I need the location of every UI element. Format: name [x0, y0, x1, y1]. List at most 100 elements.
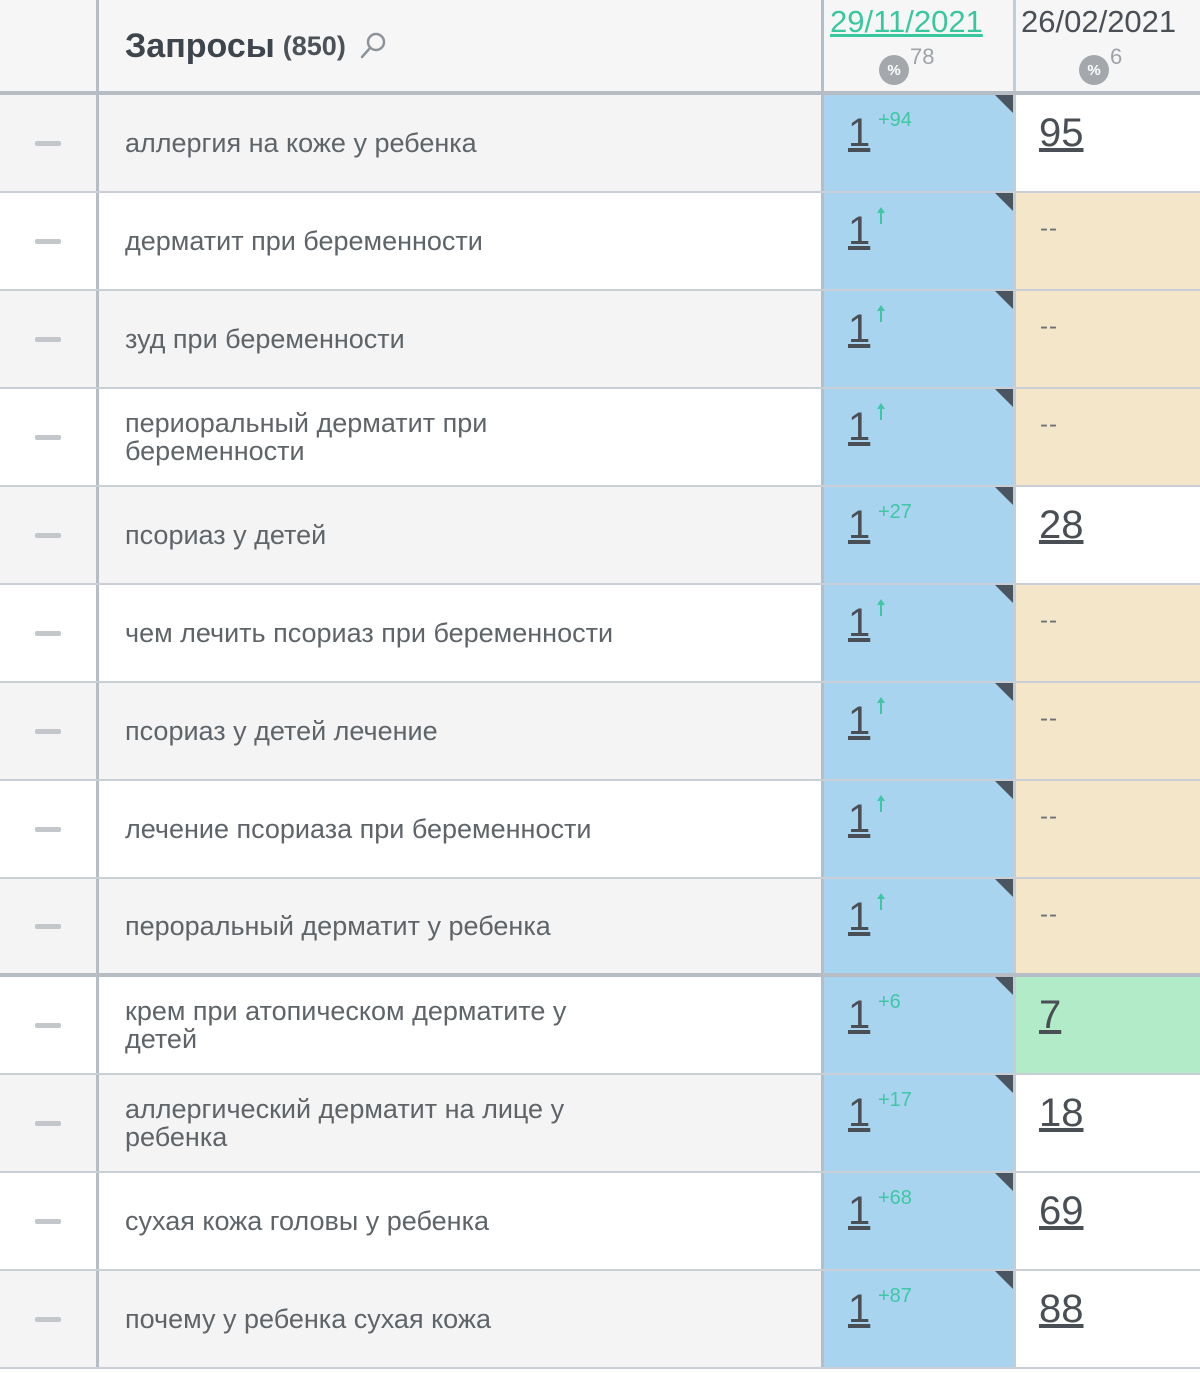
minus-icon[interactable] — [35, 826, 61, 832]
previous-position-cell: 18 — [1016, 1075, 1200, 1171]
row-toggle-cell — [0, 683, 99, 779]
query-cell: аллергия на коже у ребенка — [99, 95, 824, 191]
previous-position-cell: 95 — [1016, 95, 1200, 191]
minus-icon[interactable] — [35, 728, 61, 734]
current-position[interactable]: 1 — [848, 1091, 871, 1135]
minus-icon[interactable] — [35, 1120, 61, 1126]
corner-marker-icon[interactable] — [995, 487, 1013, 505]
header-date-previous: 26/02/2021 % 6 — [1016, 0, 1200, 91]
table-row: пероральный дерматит у ребенка 1 -- — [0, 879, 1200, 977]
corner-marker-icon[interactable] — [995, 683, 1013, 701]
table-row: аллергический дерматит на лице у ребенка… — [0, 1075, 1200, 1173]
table-body: аллергия на коже у ребенка 1 +94 95 дерм… — [0, 95, 1200, 1369]
corner-marker-icon[interactable] — [995, 1271, 1013, 1289]
table-row: аллергия на коже у ребенка 1 +94 95 — [0, 95, 1200, 193]
query-cell: чем лечить псориаз при беременности — [99, 585, 824, 681]
previous-position[interactable]: 88 — [1039, 1287, 1084, 1331]
previous-position-cell: -- — [1016, 781, 1200, 877]
corner-marker-icon[interactable] — [995, 781, 1013, 799]
query-text: чем лечить псориаз при беременности — [125, 618, 614, 648]
arrow-up-icon — [877, 207, 885, 224]
no-position: -- — [1040, 803, 1058, 830]
current-position[interactable]: 1 — [848, 1189, 871, 1233]
minus-icon[interactable] — [35, 1218, 61, 1224]
previous-position-cell: -- — [1016, 879, 1200, 973]
row-toggle-cell — [0, 291, 99, 387]
visibility-value: 78 — [910, 44, 935, 69]
date-link-current[interactable]: 29/11/2021 — [830, 4, 983, 39]
corner-marker-icon[interactable] — [995, 879, 1013, 897]
rank-delta: +17 — [878, 1089, 912, 1111]
current-position[interactable]: 1 — [848, 307, 871, 351]
previous-position-cell: -- — [1016, 193, 1200, 289]
minus-icon[interactable] — [35, 140, 61, 146]
previous-position[interactable]: 7 — [1039, 993, 1062, 1037]
previous-position-cell: 28 — [1016, 487, 1200, 583]
corner-marker-icon[interactable] — [995, 291, 1013, 309]
query-text: пероральный дерматит у ребенка — [125, 911, 551, 941]
previous-position-cell: 69 — [1016, 1173, 1200, 1269]
current-position[interactable]: 1 — [848, 699, 871, 743]
query-text: периоральный дерматит при беременности — [125, 408, 488, 466]
current-position[interactable]: 1 — [848, 601, 871, 645]
previous-position-cell: -- — [1016, 683, 1200, 779]
minus-icon[interactable] — [35, 923, 61, 929]
current-position[interactable]: 1 — [848, 895, 871, 939]
minus-icon[interactable] — [35, 1316, 61, 1322]
row-toggle-cell — [0, 977, 99, 1073]
query-cell: пероральный дерматит у ребенка — [99, 879, 824, 973]
previous-position[interactable]: 28 — [1039, 503, 1084, 547]
corner-marker-icon[interactable] — [995, 95, 1013, 113]
previous-position[interactable]: 18 — [1039, 1091, 1084, 1135]
arrow-up-icon — [877, 403, 885, 420]
corner-marker-icon[interactable] — [995, 585, 1013, 603]
table-row: лечение псориаза при беременности 1 -- — [0, 781, 1200, 879]
previous-position-cell: -- — [1016, 585, 1200, 681]
rank-delta: +27 — [878, 501, 912, 523]
queries-title: Запросы — [125, 26, 275, 65]
minus-icon[interactable] — [35, 336, 61, 342]
rank-delta: +87 — [878, 1285, 912, 1307]
current-position[interactable]: 1 — [848, 111, 871, 155]
percent-icon: % — [1079, 55, 1109, 85]
corner-marker-icon[interactable] — [995, 193, 1013, 211]
corner-marker-icon[interactable] — [995, 977, 1013, 995]
query-text: дерматит при беременности — [125, 226, 483, 256]
table-row: зуд при беременности 1 -- — [0, 291, 1200, 389]
minus-icon[interactable] — [35, 630, 61, 636]
table-row: псориаз у детей лечение 1 -- — [0, 683, 1200, 781]
query-cell: псориаз у детей — [99, 487, 824, 583]
corner-marker-icon[interactable] — [995, 1173, 1013, 1191]
rank-delta: +68 — [878, 1187, 912, 1209]
previous-position-cell: 88 — [1016, 1271, 1200, 1367]
minus-icon[interactable] — [35, 434, 61, 440]
current-position-cell: 1 +68 — [824, 1173, 1016, 1269]
no-position: -- — [1040, 313, 1058, 340]
query-text: крем при атопическом дерматите у детей — [125, 996, 567, 1054]
query-text: лечение псориаза при беременности — [125, 814, 592, 844]
current-position[interactable]: 1 — [848, 797, 871, 841]
previous-position[interactable]: 69 — [1039, 1189, 1084, 1233]
previous-position-cell: -- — [1016, 291, 1200, 387]
current-position[interactable]: 1 — [848, 503, 871, 547]
previous-position[interactable]: 95 — [1039, 111, 1084, 155]
no-position: -- — [1040, 901, 1058, 928]
current-position-cell: 1 +94 — [824, 95, 1016, 191]
minus-icon[interactable] — [35, 1022, 61, 1028]
current-position[interactable]: 1 — [848, 1287, 871, 1331]
rank-delta: +6 — [878, 991, 901, 1013]
current-position[interactable]: 1 — [848, 405, 871, 449]
minus-icon[interactable] — [35, 532, 61, 538]
current-position[interactable]: 1 — [848, 993, 871, 1037]
current-position-cell: 1 — [824, 585, 1016, 681]
row-toggle-cell — [0, 389, 99, 485]
search-icon[interactable] — [358, 31, 388, 61]
corner-marker-icon[interactable] — [995, 1075, 1013, 1093]
minus-icon[interactable] — [35, 238, 61, 244]
percent-icon: % — [879, 55, 909, 85]
current-position[interactable]: 1 — [848, 209, 871, 253]
current-position-cell: 1 +87 — [824, 1271, 1016, 1367]
corner-marker-icon[interactable] — [995, 389, 1013, 407]
date-label-previous[interactable]: 26/02/2021 — [1021, 4, 1177, 39]
table-row: периоральный дерматит при беременности 1… — [0, 389, 1200, 487]
